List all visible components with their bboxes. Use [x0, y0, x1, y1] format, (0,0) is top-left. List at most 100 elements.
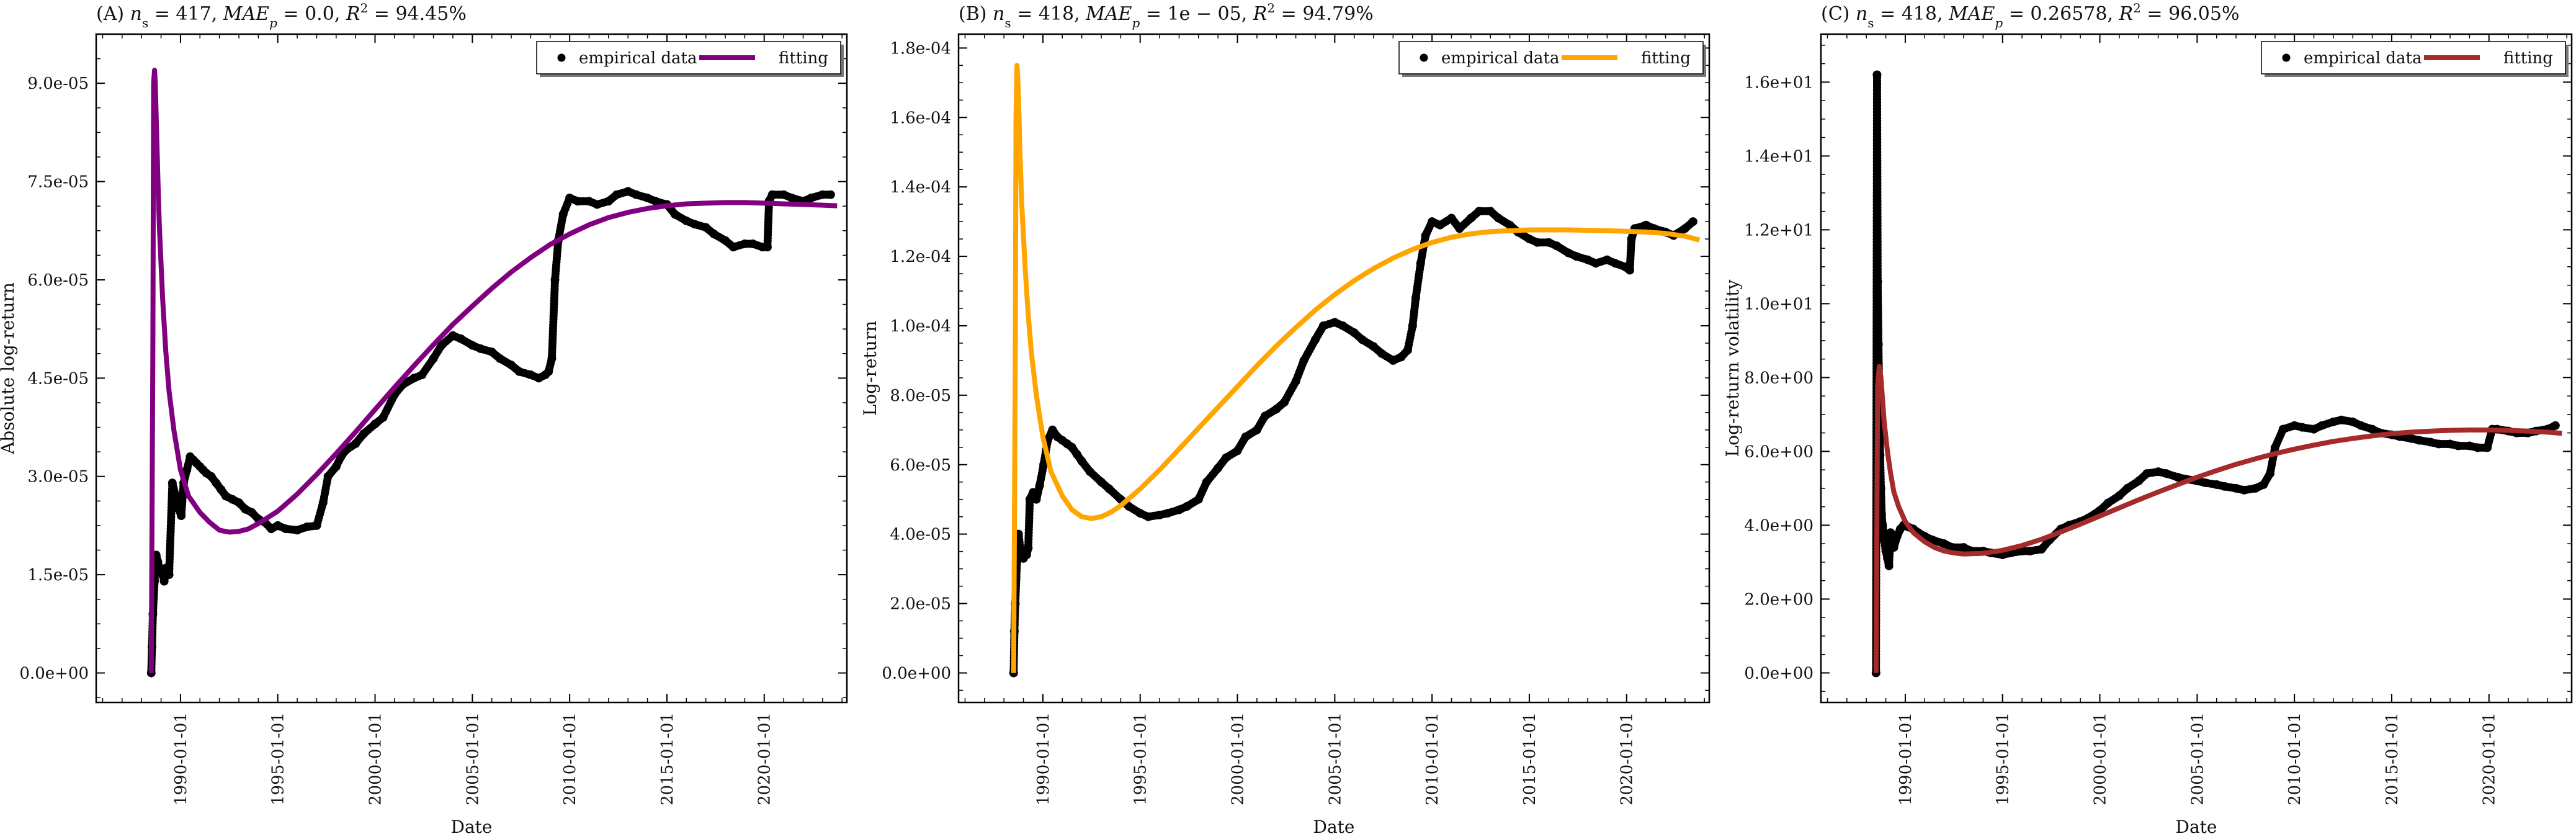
x-tick-label: 1995-01-01 — [1132, 712, 1150, 805]
plot-frame — [1820, 33, 2573, 704]
y-tick-label: 1.8e-04 — [890, 39, 951, 58]
y-tick-label: 8.0e+00 — [1744, 369, 1813, 387]
title-part: = — [368, 3, 395, 25]
legend-label-empirical: empirical data — [2304, 49, 2422, 68]
title-part: = — [2003, 3, 2030, 25]
empirical-series — [1871, 70, 2560, 678]
legend-marker-empirical — [2282, 53, 2291, 62]
title-part: 2 — [360, 1, 368, 16]
x-axis-label: Date — [451, 817, 493, 837]
panel-title: (B) ns = 418, MAEp = 1e − 05, R2 = 94.79… — [959, 1, 1374, 30]
y-axis-label: Log-return — [860, 321, 880, 416]
legend-box — [1398, 41, 1704, 74]
y-tick-label: 2.0e-05 — [890, 595, 951, 614]
title-part: , — [212, 3, 223, 25]
title-part: 418 — [1902, 3, 1937, 25]
title-part: MAE — [223, 3, 269, 25]
panel-c: (C) ns = 418, MAEp = 0.26578, R2 = 96.05… — [1722, 1, 2573, 837]
title-part: , — [1074, 3, 1086, 25]
y-tick-label: 1.0e-04 — [890, 317, 951, 336]
x-tick-label: 2005-01-01 — [2188, 712, 2207, 805]
title-part: (A) — [96, 3, 130, 25]
empirical-series — [1009, 207, 1697, 678]
x-tick-label: 2020-01-01 — [1618, 712, 1637, 805]
y-axis-label: Log-return volatility — [1722, 279, 1743, 457]
title-part: R — [346, 3, 360, 25]
legend-marker-empirical — [1420, 53, 1428, 62]
empirical-point — [826, 190, 835, 199]
y-axis-label: Absolute log-return — [0, 282, 18, 455]
x-tick-label: 1990-01-01 — [172, 712, 190, 805]
plot-frame — [95, 33, 848, 704]
y-tick-label: 9.0e-05 — [27, 74, 89, 93]
x-tick-label: 2010-01-01 — [2286, 712, 2304, 805]
x-tick-label: 2000-01-01 — [366, 712, 385, 805]
legend-label-fitting: fitting — [1641, 49, 1691, 68]
y-tick-label: 1.6e-04 — [890, 109, 951, 127]
x-tick-label: 2015-01-01 — [658, 712, 677, 805]
title-part: (B) — [959, 3, 993, 25]
y-tick-label: 6.0e-05 — [27, 271, 89, 290]
title-part: R — [2119, 3, 2134, 25]
title-part: = — [1011, 3, 1039, 25]
x-axis-label: Date — [1313, 817, 1355, 837]
title-part: s — [1004, 16, 1011, 30]
title-part: = — [1275, 3, 1302, 25]
y-tick-label: 0.0e+00 — [19, 664, 89, 683]
title-part: n — [1856, 3, 1867, 25]
empirical-point — [1688, 217, 1697, 227]
y-tick-label: 1.4e-04 — [890, 178, 951, 197]
panel-a: (A) ns = 417, MAEp = 0.0, R2 = 94.45% 0.0… — [0, 1, 848, 837]
legend-label-empirical: empirical data — [1441, 49, 1559, 68]
title-part: = — [277, 3, 305, 25]
x-tick-label: 2010-01-01 — [561, 712, 579, 805]
title-part: 417 — [176, 3, 211, 25]
y-tick-label: 8.0e-05 — [890, 387, 951, 405]
empirical-point — [2551, 421, 2560, 430]
legend-marker-empirical — [557, 53, 566, 62]
title-part: 96.05% — [2168, 3, 2239, 25]
y-tick-label: 0.0e+00 — [882, 664, 951, 683]
empirical-series — [146, 187, 835, 678]
title-part: n — [993, 3, 1004, 25]
title-part: p — [269, 16, 277, 30]
x-tick-label: 1995-01-01 — [269, 712, 288, 805]
title-part: s — [142, 16, 148, 30]
title-part: R — [1253, 3, 1268, 25]
y-tick-label: 6.0e+00 — [1744, 442, 1813, 461]
x-tick-label: 2020-01-01 — [756, 712, 774, 805]
x-tick-label: 1995-01-01 — [1994, 712, 2013, 805]
title-part: s — [1867, 16, 1874, 30]
panel-title: (A) ns = 417, MAEp = 0.0, R2 = 94.45% — [96, 1, 467, 30]
y-tick-label: 6.0e-05 — [890, 456, 951, 475]
x-tick-label: 2005-01-01 — [1326, 712, 1344, 805]
title-part: , — [2107, 3, 2119, 25]
y-tick-label: 0.0e+00 — [1744, 664, 1813, 683]
y-tick-label: 1.2e-04 — [890, 248, 951, 266]
title-part: = — [148, 3, 176, 25]
legend-label-fitting: fitting — [2503, 49, 2553, 68]
legend-label-empirical: empirical data — [579, 49, 697, 68]
y-tick-label: 4.0e+00 — [1744, 516, 1813, 535]
panel-title: (C) ns = 418, MAEp = 0.26578, R2 = 96.05… — [1821, 1, 2239, 30]
legend-box — [536, 41, 841, 74]
title-part: (C) — [1821, 3, 1856, 25]
fitting-line — [1011, 63, 1701, 673]
title-part: = — [1874, 3, 1902, 25]
title-part: n — [130, 3, 142, 25]
y-tick-label: 4.0e-05 — [890, 526, 951, 544]
title-part: , — [1241, 3, 1253, 25]
x-tick-label: 2015-01-01 — [1521, 712, 1539, 805]
x-tick-label: 2000-01-01 — [1228, 712, 1247, 805]
x-axis-label: Date — [2176, 817, 2217, 837]
fitting-line — [1873, 364, 2562, 673]
title-part: , — [1937, 3, 1949, 25]
y-tick-label: 1.5e-05 — [27, 566, 89, 585]
y-tick-label: 1.0e+01 — [1744, 295, 1813, 313]
fitting-line — [148, 68, 838, 673]
legend-box — [2261, 41, 2566, 74]
x-tick-label: 2000-01-01 — [2091, 712, 2109, 805]
x-tick-label: 2015-01-01 — [2383, 712, 2402, 805]
title-part: 94.79% — [1302, 3, 1373, 25]
